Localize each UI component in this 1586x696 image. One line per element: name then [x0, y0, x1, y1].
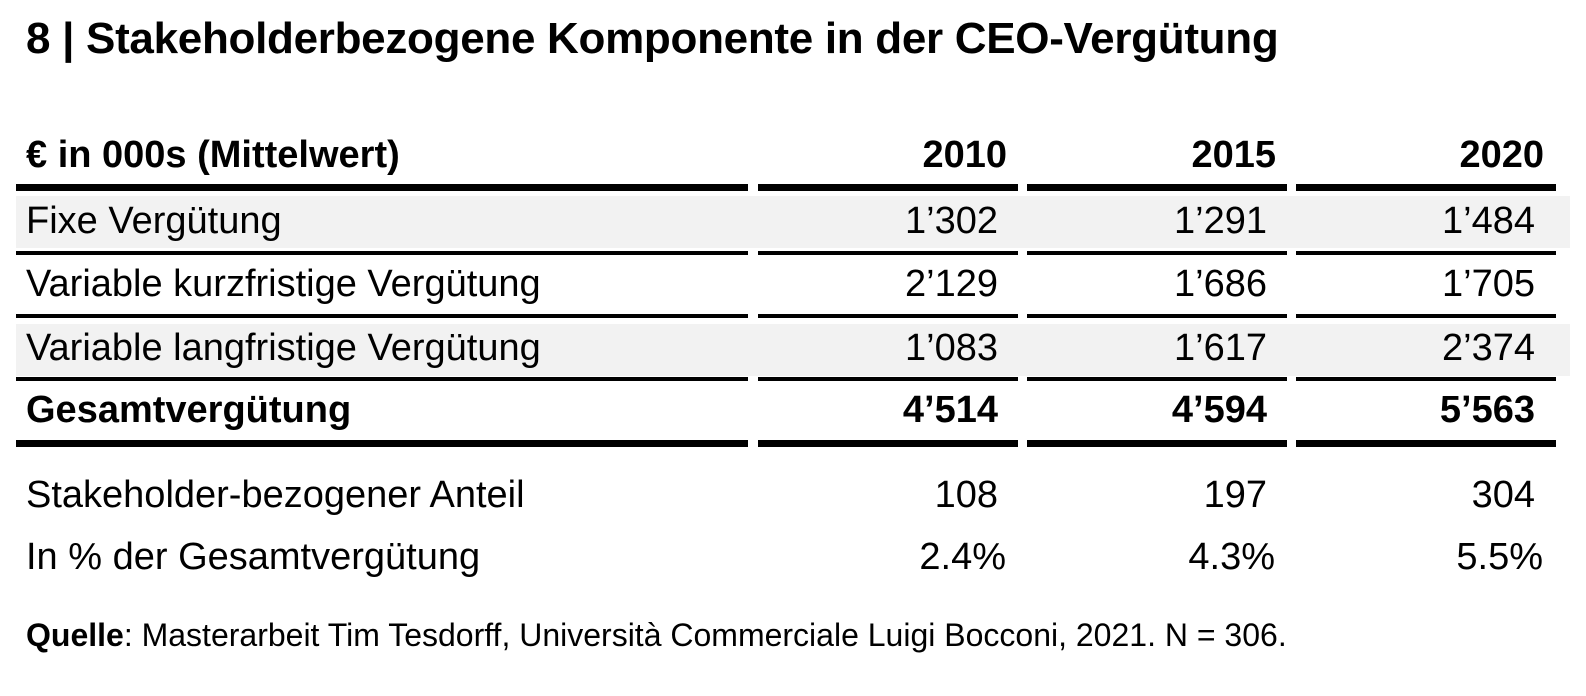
cell-value: 5.5% — [1456, 536, 1543, 578]
cell-value: 1’617 — [1174, 327, 1267, 369]
cell-value: 1’291 — [1174, 200, 1267, 242]
row-rule — [1027, 251, 1287, 255]
cell-value: 197 — [1203, 474, 1267, 516]
header-year-2010: 2010 — [922, 134, 1007, 176]
chart-title: 8 | Stakeholderbezogene Komponente in de… — [26, 14, 1279, 63]
cell-value: 1’484 — [1442, 200, 1535, 242]
row-rule — [16, 251, 748, 255]
header-rule — [1027, 184, 1287, 191]
cell-value: 304 — [1471, 474, 1535, 516]
cell-value: 1’686 — [1174, 263, 1267, 305]
row-rule — [758, 377, 1018, 381]
row-rule — [1296, 251, 1556, 255]
row-shade — [16, 324, 1570, 376]
total-rule — [1027, 440, 1287, 447]
cell-value: 2’374 — [1442, 327, 1535, 369]
row-rule — [1296, 314, 1556, 318]
row-label: Stakeholder-bezogener Anteil — [26, 474, 525, 516]
total-rule — [1296, 440, 1556, 447]
row-label: Variable langfristige Vergütung — [26, 327, 541, 369]
row-label: Variable kurzfristige Vergütung — [26, 263, 541, 305]
total-rule — [16, 440, 748, 447]
total-value: 4’594 — [1171, 389, 1267, 431]
row-shade — [16, 196, 1570, 248]
total-label: Gesamtvergütung — [26, 389, 352, 431]
source-text: : Masterarbeit Tim Tesdorff, Università … — [123, 617, 1287, 653]
cell-value: 1’302 — [905, 200, 998, 242]
row-label: Fixe Vergütung — [26, 200, 282, 242]
row-rule — [758, 251, 1018, 255]
total-value: 5’563 — [1439, 389, 1535, 431]
total-rule — [758, 440, 1018, 447]
total-value: 4’514 — [902, 389, 998, 431]
source-label: Quelle — [26, 617, 124, 653]
cell-value: 2’129 — [905, 263, 998, 305]
header-year-2020: 2020 — [1459, 134, 1544, 176]
header-rule — [1296, 184, 1556, 191]
header-year-2015: 2015 — [1191, 134, 1276, 176]
row-rule — [16, 314, 748, 318]
header-rule — [758, 184, 1018, 191]
header-rule — [16, 184, 748, 191]
row-rule — [1027, 377, 1287, 381]
row-rule — [1027, 314, 1287, 318]
row-rule — [16, 377, 748, 381]
header-label: € in 000s (Mittelwert) — [26, 134, 400, 176]
row-rule — [1296, 377, 1556, 381]
cell-value: 1’705 — [1442, 263, 1535, 305]
cell-value: 108 — [934, 474, 998, 516]
cell-value: 2.4% — [919, 536, 1006, 578]
source-note: Quelle: Masterarbeit Tim Tesdorff, Unive… — [26, 617, 1287, 654]
cell-value: 1’083 — [905, 327, 998, 369]
row-rule — [758, 314, 1018, 318]
cell-value: 4.3% — [1188, 536, 1275, 578]
row-label: In % der Gesamtvergütung — [26, 536, 481, 578]
